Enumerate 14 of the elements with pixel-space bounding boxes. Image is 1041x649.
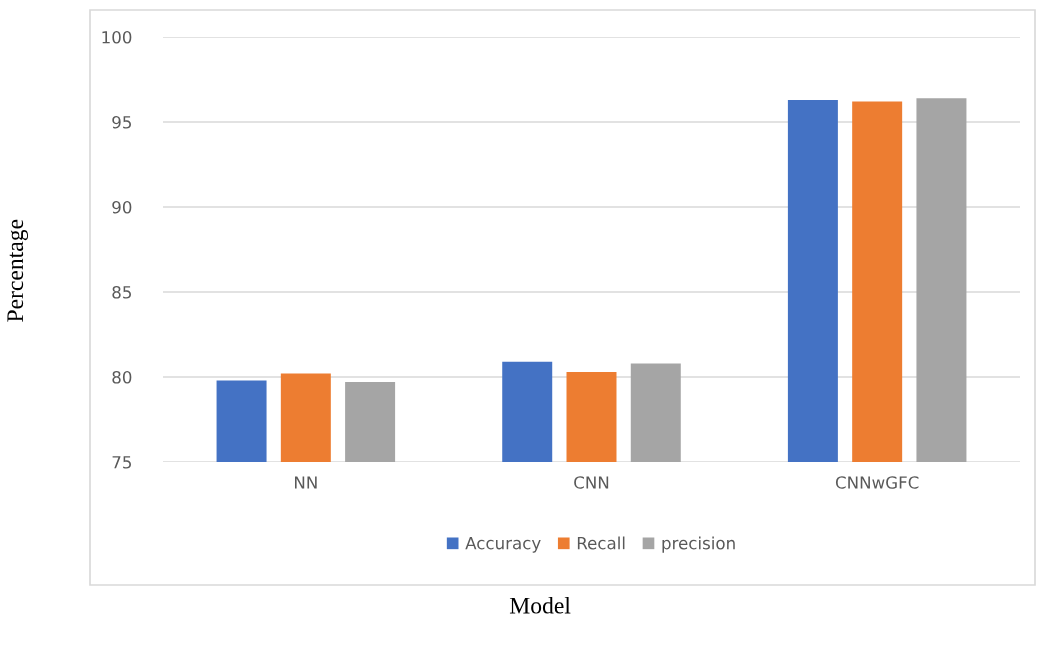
legend-label: precision [662, 536, 735, 553]
y-tick-label: 100 [102, 30, 132, 44]
x-tick-label: CNNwGFC [835, 476, 919, 489]
legend-label: Accuracy [465, 537, 541, 553]
y-axis-title: Percentage [7, 219, 28, 322]
y-tick-label: 80 [112, 370, 132, 384]
x-axis-title: Model [509, 597, 571, 614]
x-tick-label: NN [295, 476, 317, 489]
legend-label: Recall [577, 536, 625, 550]
y-tick-label: 90 [112, 200, 132, 214]
y-tick-label: 75 [112, 456, 131, 469]
x-tick-label: CNN [574, 476, 609, 489]
y-tick-label: 85 [112, 285, 131, 299]
y-tick-label: 95 [112, 115, 131, 129]
